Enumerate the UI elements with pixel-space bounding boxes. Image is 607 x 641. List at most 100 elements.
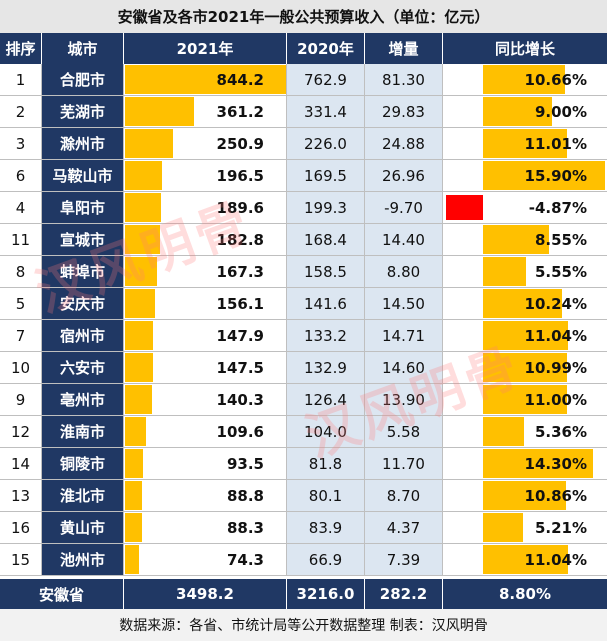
rank-value: 9	[15, 390, 26, 409]
city-cell: 阜阳市	[42, 192, 124, 223]
table-row: 10 六安市 147.5 132.9 14.60 10.99%	[0, 352, 607, 384]
increase-cell: 14.60	[365, 352, 443, 383]
city-cell: 六安市	[42, 352, 124, 383]
rank-cell: 7	[0, 320, 42, 351]
total-row: 安徽省 3498.2 3216.0 282.2 8.80%	[0, 579, 607, 609]
yoy-cell: 5.55%	[443, 256, 607, 287]
yoy-cell: 14.30%	[443, 448, 607, 479]
value-increase: 14.60	[382, 358, 425, 377]
2021-cell: 156.1	[124, 288, 287, 319]
total-2021: 3498.2	[124, 579, 287, 609]
bar-2021	[125, 513, 142, 542]
city-name: 马鞍山市	[52, 167, 113, 185]
value-increase: 11.70	[382, 454, 425, 473]
value-yoy: 14.30%	[524, 454, 587, 473]
table-row: 7 宿州市 147.9 133.2 14.71 11.04%	[0, 320, 607, 352]
rank-cell: 12	[0, 416, 42, 447]
yoy-cell: 8.55%	[443, 224, 607, 255]
rank-cell: 14	[0, 448, 42, 479]
rank-cell: 9	[0, 384, 42, 415]
city-name: 铜陵市	[59, 455, 105, 473]
table-row: 16 黄山市 88.3 83.9 4.37 5.21%	[0, 512, 607, 544]
increase-cell: 14.71	[365, 320, 443, 351]
2020-cell: 66.9	[287, 544, 365, 575]
header-row: 排序 城市 2021年 2020年 增量 同比增长	[0, 33, 607, 64]
value-yoy: 5.36%	[534, 422, 587, 441]
city-cell: 合肥市	[42, 64, 124, 95]
yoy-cell: 10.66%	[443, 64, 607, 95]
value-increase: 81.30	[382, 70, 425, 89]
value-yoy: 11.00%	[524, 390, 587, 409]
value-2020: 81.8	[308, 454, 343, 473]
table-row: 6 马鞍山市 196.5 169.5 26.96 15.90%	[0, 160, 607, 192]
header-city: 城市	[42, 33, 124, 64]
city-name: 六安市	[59, 359, 105, 377]
value-2021: 88.8	[226, 486, 264, 505]
table-row: 3 滁州市 250.9 226.0 24.88 11.01%	[0, 128, 607, 160]
bar-yoy	[483, 353, 567, 382]
2021-cell: 147.5	[124, 352, 287, 383]
value-2020: 104.0	[304, 422, 347, 441]
bar-2021	[125, 353, 153, 382]
table-row: 1 合肥市 844.2 762.9 81.30 10.66%	[0, 64, 607, 96]
bar-2021	[125, 65, 286, 94]
bar-yoy-negative	[446, 195, 483, 220]
value-2021: 156.1	[216, 294, 264, 313]
value-yoy: 10.66%	[524, 70, 587, 89]
increase-cell: 14.40	[365, 224, 443, 255]
2020-cell: 762.9	[287, 64, 365, 95]
city-name: 滁州市	[59, 135, 105, 153]
rank-cell: 2	[0, 96, 42, 127]
2021-cell: 88.3	[124, 512, 287, 543]
increase-cell: 29.83	[365, 96, 443, 127]
value-increase: 14.40	[382, 230, 425, 249]
bar-yoy	[483, 545, 568, 574]
rank-value: 2	[15, 102, 26, 121]
value-2021: 147.9	[216, 326, 264, 345]
2021-cell: 189.6	[124, 192, 287, 223]
bar-2021	[125, 129, 173, 158]
increase-cell: 7.39	[365, 544, 443, 575]
value-yoy: 11.01%	[524, 134, 587, 153]
bar-2021	[125, 545, 139, 574]
table-footer: 数据来源：各省、市统计局等公开数据整理 制表：汉风明骨	[0, 609, 607, 641]
value-2020: 158.5	[304, 262, 347, 281]
bar-yoy	[483, 289, 562, 318]
table-row: 9 亳州市 140.3 126.4 13.90 11.00%	[0, 384, 607, 416]
yoy-cell: 11.04%	[443, 320, 607, 351]
rank-cell: 10	[0, 352, 42, 383]
value-yoy: 8.55%	[534, 230, 587, 249]
total-yoy: 8.80%	[498, 585, 552, 603]
rank-cell: 1	[0, 64, 42, 95]
bar-yoy	[483, 481, 566, 510]
value-2021: 140.3	[216, 390, 264, 409]
table-row: 8 蚌埠市 167.3 158.5 8.80 5.55%	[0, 256, 607, 288]
bar-2021	[125, 449, 143, 478]
bar-yoy	[483, 513, 523, 542]
bar-yoy	[483, 65, 565, 94]
bar-2021	[125, 257, 157, 286]
2020-cell: 133.2	[287, 320, 365, 351]
rank-value: 6	[15, 166, 26, 185]
2020-cell: 168.4	[287, 224, 365, 255]
value-2020: 141.6	[304, 294, 347, 313]
2020-cell: 158.5	[287, 256, 365, 287]
value-increase: 5.58	[386, 422, 421, 441]
increase-cell: 14.50	[365, 288, 443, 319]
yoy-cell: 15.90%	[443, 160, 607, 191]
2021-cell: 93.5	[124, 448, 287, 479]
value-2021: 844.2	[216, 70, 264, 89]
yoy-cell: 11.00%	[443, 384, 607, 415]
value-yoy: 5.55%	[534, 262, 587, 281]
bar-yoy	[483, 449, 593, 478]
value-2021: 167.3	[216, 262, 264, 281]
value-2020: 226.0	[304, 134, 347, 153]
bar-yoy	[483, 225, 549, 254]
2021-cell: 140.3	[124, 384, 287, 415]
header-increase: 增量	[365, 33, 443, 64]
bar-yoy	[483, 97, 552, 126]
city-name: 芜湖市	[59, 103, 105, 121]
rank-value: 3	[15, 134, 26, 153]
rank-cell: 8	[0, 256, 42, 287]
